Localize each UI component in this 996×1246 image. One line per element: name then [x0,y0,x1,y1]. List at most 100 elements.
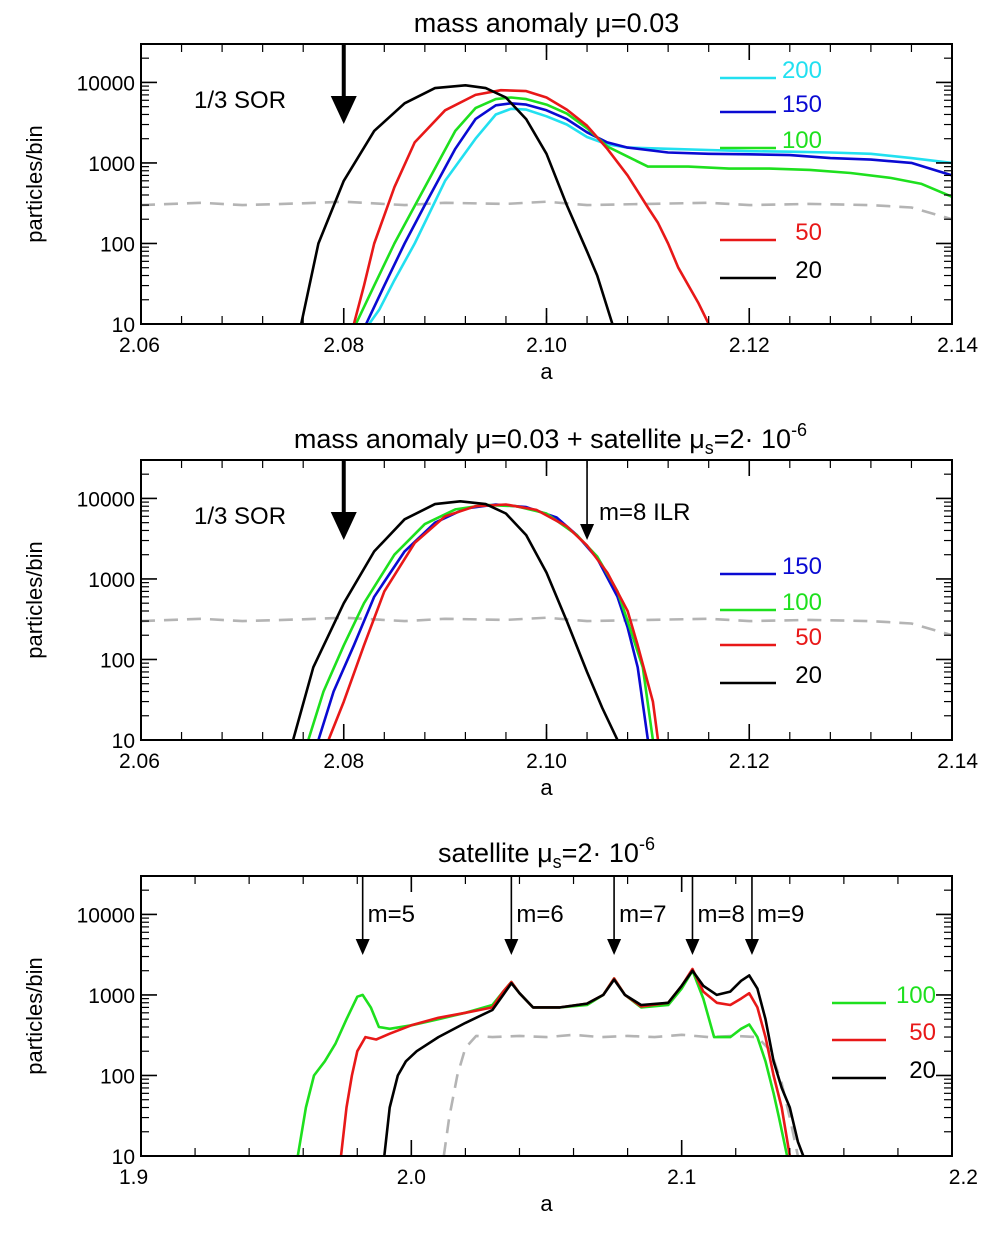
series-line-20 [383,969,805,1156]
legend-label-100: 100 [896,982,936,1009]
x-tick-label: 2.12 [729,750,770,773]
series-line-reference [141,616,952,637]
legend-label-50: 50 [795,624,822,651]
y-tick-label: 100 [100,233,135,256]
series-line-reference [442,1033,800,1156]
series-line-50 [327,503,660,740]
annotation-label: m=8 ILR [599,499,690,526]
y-tick-label: 1000 [88,153,135,176]
title-greek-2: μ [689,424,705,454]
y-tick-label: 100 [100,649,135,672]
legend-label-20: 20 [795,257,822,284]
legend-label-100: 100 [782,127,822,154]
legend-label-150: 150 [782,91,822,118]
title-value: =0.03 + satellite [491,424,689,454]
chart-title: satellite μs=2· 10-6 [438,834,655,872]
title-subscript: s [705,438,714,458]
title-greek: μ [475,424,491,454]
annotation-arrow-head [355,939,370,955]
chart-title: mass anomaly μ=0.03 [414,8,679,38]
x-tick-label: 2.12 [729,334,770,357]
y-tick-label: 100 [100,1065,135,1088]
annotation-arrow-head [685,939,700,955]
legend-label-150: 150 [782,553,822,580]
series-line-20 [299,84,614,324]
annotation-label: m=9 [757,901,804,928]
title-greek: μ [537,838,553,868]
series-line-50 [339,967,792,1156]
title-greek: μ [595,8,611,38]
legend-label-50: 50 [795,219,822,246]
x-tick-label: 2.10 [526,334,567,357]
series-line-150 [364,102,952,324]
y-tick-label: 1000 [88,569,135,592]
y-tick-label: 10000 [77,488,135,511]
annotation-label: 1/3 SOR [194,87,286,114]
x-tick-label: 1.9 [119,1166,148,1189]
plot-frame [140,875,953,1157]
y-tick-label: 10 [112,1146,135,1169]
x-tick-label: 2.08 [323,334,364,357]
legend-label-100: 100 [782,589,822,616]
title-superscript: -6 [639,834,655,854]
title-text: satellite [438,838,537,868]
annotation-label: m=7 [619,901,666,928]
x-tick-label: 2.2 [949,1166,978,1189]
title-value-2: =2· 10 [714,424,791,454]
annotation-arrow-head [607,939,622,955]
chart-title: mass anomaly μ=0.03 + satellite μs=2· 10… [294,420,807,458]
x-tick-label: 2.10 [526,750,567,773]
y-axis-label: particles/bin [22,125,47,242]
annotation-arrow-head [580,524,595,540]
annotation-arrow-head [330,96,357,124]
x-axis-label: a [540,1191,553,1216]
annotation-arrow-head [504,939,519,955]
x-tick-label: 2.14 [937,750,978,773]
y-tick-label: 10 [112,314,135,337]
y-tick-label: 10 [112,730,135,753]
x-tick-label: 2.06 [119,334,160,357]
title-text: mass anomaly [294,424,476,454]
x-tick-label: 2.14 [937,334,978,357]
annotation-arrow-head [744,939,759,955]
x-axis-label: a [540,359,553,384]
chart-panel-1: 2.06 2.08 2.10 2.12 2.14 10 100 1000 10000 a parti… [22,8,978,384]
series-line-50 [352,88,710,324]
legend-label-200: 200 [782,57,822,84]
annotation-arrow-head [330,512,357,540]
y-tick-label: 10000 [77,72,135,95]
legend-label-20: 20 [795,662,822,689]
chart-panel-2: 2.06 2.08 2.10 2.12 2.14 10 100 1000 10000 a parti… [22,420,978,800]
title-text: mass anomaly [414,8,596,38]
x-axis-label: a [540,775,553,800]
annotation-label: 1/3 SOR [194,503,286,530]
plot-frame [140,459,953,741]
y-tick-label: 10000 [77,904,135,927]
x-tick-label: 2.1 [667,1166,696,1189]
plot-area [141,84,952,324]
plot-area [141,500,952,740]
legend-label-50: 50 [909,1019,936,1046]
title-superscript: -6 [791,420,807,440]
chart-panel-3: 1.9 2.0 2.1 2.2 10 100 1000 10000 a particles/bin… [22,834,978,1216]
annotation-label: m=5 [368,901,415,928]
series-line-150 [317,503,650,740]
y-tick-label: 1000 [88,985,135,1008]
title-value: =0.03 [611,8,679,38]
plot-frame [140,43,953,325]
series-line-reference [141,200,952,221]
y-axis-label: particles/bin [22,541,47,658]
legend-label-20: 20 [909,1057,936,1084]
title-subscript: s [553,852,562,872]
x-tick-label: 2.06 [119,750,160,773]
series-line-20 [291,500,619,740]
y-axis-label: particles/bin [22,957,47,1074]
plot-area [296,967,805,1156]
x-tick-label: 2.0 [397,1166,426,1189]
annotation-label: m=6 [516,901,563,928]
series-line-200 [368,107,952,324]
series-line-100 [296,969,789,1156]
x-tick-label: 2.08 [323,750,364,773]
annotation-label: m=8 [697,901,744,928]
